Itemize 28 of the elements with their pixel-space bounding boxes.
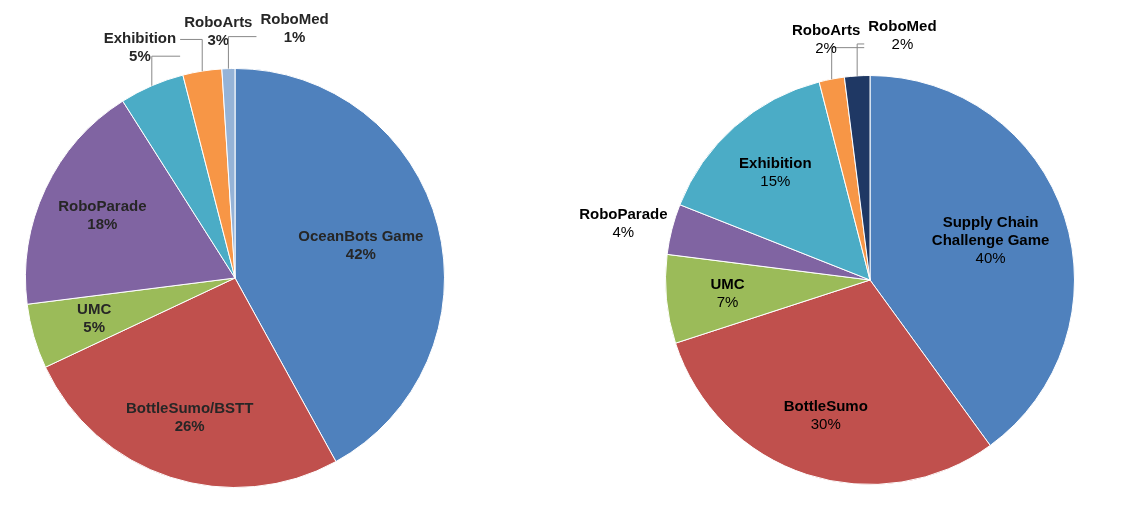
data-label: 5% bbox=[83, 318, 106, 336]
data-label: 42% bbox=[345, 244, 376, 262]
data-label: 26% bbox=[174, 416, 205, 434]
data-label: 2% bbox=[815, 38, 837, 56]
data-label: 1% bbox=[283, 27, 306, 45]
data-label: 30% bbox=[810, 415, 841, 433]
slice-label: RoboArts bbox=[791, 20, 861, 38]
slice-label: RoboMed bbox=[868, 17, 937, 35]
data-label: 40% bbox=[975, 248, 1006, 266]
data-label: 18% bbox=[87, 214, 118, 232]
slice-label: OceanBots Game bbox=[298, 226, 424, 244]
data-label: 4% bbox=[612, 223, 635, 241]
slice-label: UMC bbox=[77, 300, 112, 318]
data-label: 5% bbox=[129, 47, 151, 65]
slice-label: RoboParade bbox=[579, 205, 668, 223]
slice-label: BottleSumo/BSTT bbox=[125, 398, 254, 416]
slice-label: UMC bbox=[710, 274, 745, 292]
data-label: 3% bbox=[207, 30, 230, 48]
data-label: 2% bbox=[891, 35, 914, 53]
slice-label: RoboMed bbox=[260, 9, 329, 27]
slice-label: Exhibition bbox=[103, 29, 177, 47]
slice-label: Exhibition bbox=[739, 153, 812, 171]
slice-label: BottleSumo bbox=[783, 397, 868, 415]
slice-label: RoboParade bbox=[58, 196, 147, 214]
data-label: 7% bbox=[716, 292, 739, 310]
slice-label: Supply Chain Challenge Game bbox=[931, 212, 1050, 248]
data-label: 15% bbox=[760, 171, 791, 189]
slice-label: RoboArts bbox=[184, 12, 253, 30]
